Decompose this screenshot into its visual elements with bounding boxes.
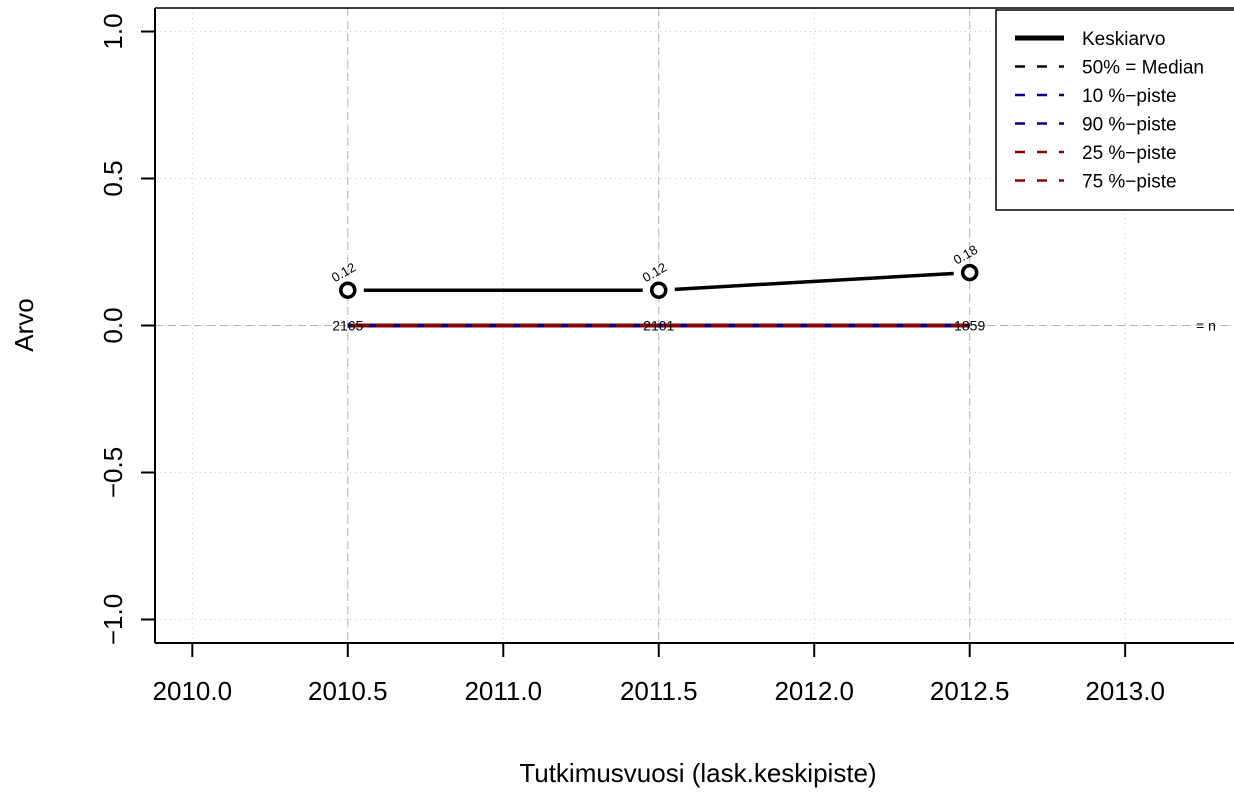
x-tick-label-2: 2011.0 bbox=[464, 676, 542, 706]
y-tick-label-4: 1.0 bbox=[98, 13, 128, 49]
data-points bbox=[339, 263, 979, 299]
legend-label-2: 50% = Median bbox=[1082, 58, 1204, 79]
x-axis-ticks: 2010.0 2010.5 2011.0 2011.5 2012.0 2012.5 2013… bbox=[153, 643, 1165, 706]
x-tick-label-6: 2013.0 bbox=[1085, 676, 1165, 706]
legend-label-4: 90 %−piste bbox=[1082, 115, 1177, 136]
x-tick-label-1: 2010.5 bbox=[308, 676, 388, 706]
y-tick-label-2: 0.0 bbox=[98, 307, 128, 343]
n-value-label-2: 2101 bbox=[643, 318, 674, 334]
legend-label-3: 10 %−piste bbox=[1082, 86, 1177, 107]
x-tick-label-3: 2011.5 bbox=[620, 676, 698, 706]
mean-value-label-3: 0.18 bbox=[951, 242, 980, 268]
mean-point-1 bbox=[339, 281, 357, 299]
y-tick-label-0: −1.0 bbox=[98, 594, 128, 645]
legend-box bbox=[995, 9, 1234, 211]
x-tick-label-0: 2010.0 bbox=[153, 676, 233, 706]
mean-point-3 bbox=[960, 263, 979, 282]
n-label: = n bbox=[1196, 318, 1216, 334]
y-tick-label-3: 0.5 bbox=[98, 160, 128, 196]
series-line-1-segment-2 bbox=[674, 271, 954, 292]
x-tick-label-5: 2012.5 bbox=[930, 676, 1010, 706]
legend-label-1: Keskiarvo bbox=[1082, 29, 1165, 50]
y-axis-ticks: −1.0 −0.5 0.0 0.5 1.0 bbox=[98, 13, 155, 645]
y-tick-label-1: −0.5 bbox=[98, 447, 128, 498]
mean-point-2 bbox=[649, 281, 668, 299]
legend: Keskiarvo 50% = Median 10 %−piste 90 %−pist… bbox=[995, 9, 1234, 211]
n-value-label-1: 2165 bbox=[332, 318, 363, 334]
data-labels: 0.12 2165 0.12 2101 0.18 1859 = n bbox=[329, 242, 1216, 334]
series-lines bbox=[347, 271, 970, 328]
mean-value-label-2: 0.12 bbox=[640, 260, 669, 286]
n-value-label-3: 1859 bbox=[954, 318, 985, 334]
y-axis-title: Arvo bbox=[9, 298, 39, 351]
mean-value-label-1: 0.12 bbox=[329, 260, 358, 286]
x-tick-label-4: 2012.0 bbox=[774, 676, 854, 706]
x-axis-title: Tutkimusvuosi (lask.keskipiste) bbox=[519, 758, 876, 788]
legend-label-6: 75 %−piste bbox=[1082, 172, 1177, 193]
legend-label-5: 25 %−piste bbox=[1082, 143, 1177, 164]
